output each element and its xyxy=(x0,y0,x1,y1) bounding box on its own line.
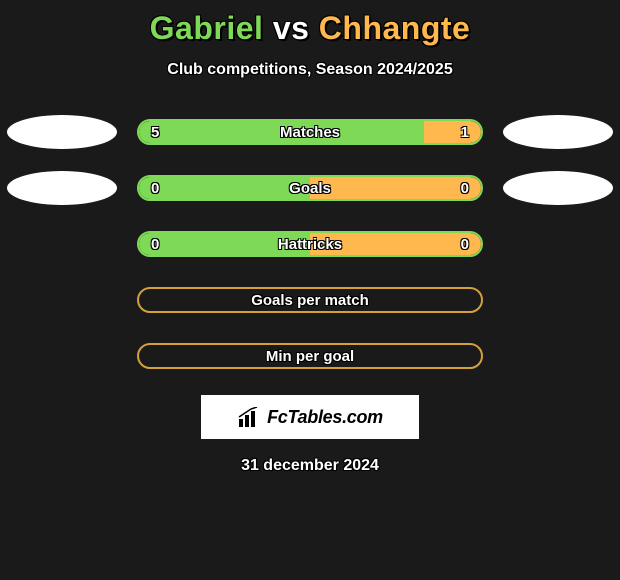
player1-ellipse xyxy=(7,171,117,205)
player1-ellipse xyxy=(7,115,117,149)
stat-row: 0Hattricks0 xyxy=(0,227,620,261)
bar-label: Goals per match xyxy=(139,292,481,309)
stat-bar: Goals per match xyxy=(137,287,483,313)
bar-chart-icon xyxy=(237,407,261,427)
bar-label: Goals xyxy=(139,180,481,197)
bar-value-right: 0 xyxy=(461,180,469,197)
stat-bar: 0Hattricks0 xyxy=(137,231,483,257)
bar-label: Hattricks xyxy=(139,236,481,253)
stat-row: Min per goal xyxy=(0,339,620,373)
stat-bar: 5Matches1 xyxy=(137,119,483,145)
footer-date: 31 december 2024 xyxy=(0,457,620,475)
stat-bar: Min per goal xyxy=(137,343,483,369)
title-player1: Gabriel xyxy=(150,10,264,46)
player2-ellipse xyxy=(503,171,613,205)
brand-text: FcTables.com xyxy=(267,407,383,428)
player2-ellipse xyxy=(503,115,613,149)
bar-value-right: 0 xyxy=(461,236,469,253)
title-player2: Chhangte xyxy=(319,10,471,46)
stat-row: Goals per match xyxy=(0,283,620,317)
bar-label: Matches xyxy=(139,124,481,141)
bar-label: Min per goal xyxy=(139,348,481,365)
bar-value-right: 1 xyxy=(461,124,469,141)
brand-box[interactable]: FcTables.com xyxy=(201,395,419,439)
subtitle: Club competitions, Season 2024/2025 xyxy=(0,61,620,79)
stat-row: 5Matches1 xyxy=(0,115,620,149)
stat-bar: 0Goals0 xyxy=(137,175,483,201)
page-title: Gabriel vs Chhangte xyxy=(0,0,620,47)
stat-rows: 5Matches10Goals00Hattricks0Goals per mat… xyxy=(0,115,620,373)
stat-row: 0Goals0 xyxy=(0,171,620,205)
title-vs: vs xyxy=(263,10,318,46)
